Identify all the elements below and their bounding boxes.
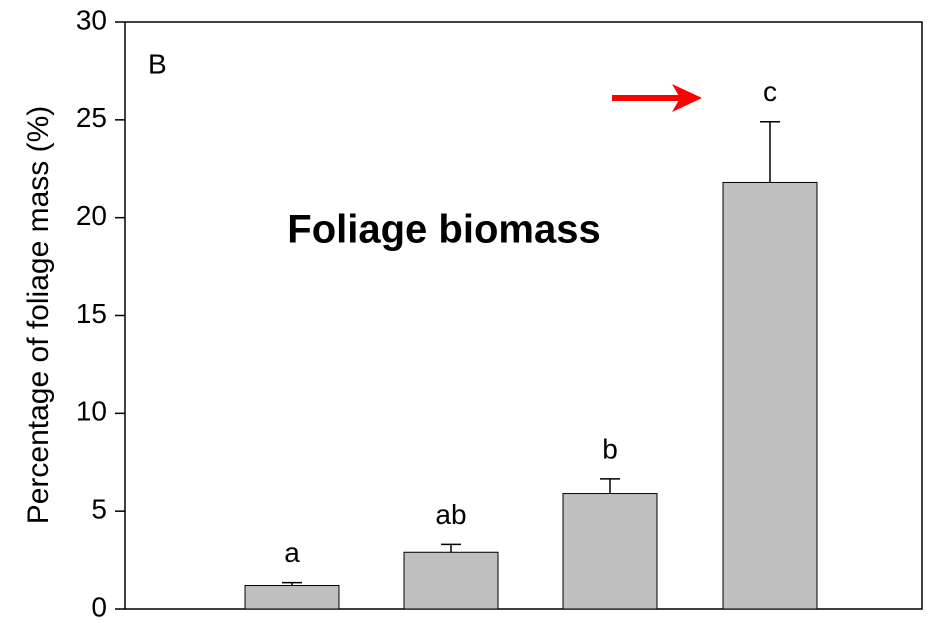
bar (562, 493, 658, 610)
bar (244, 585, 340, 610)
y-tick-label: 0 (91, 591, 107, 622)
y-tick-label: 5 (91, 494, 107, 525)
red-arrow (612, 84, 702, 112)
annotation: Foliage biomass (287, 208, 600, 252)
y-tick-label: 20 (76, 200, 107, 231)
significance-letter: a (284, 537, 300, 568)
bar (722, 181, 818, 610)
y-tick-label: 15 (76, 298, 107, 329)
bar (403, 551, 499, 610)
significance-letter: b (602, 433, 618, 464)
significance-letter: ab (435, 499, 466, 530)
y-axis-label: Percentage of foliage mass (%) (22, 106, 55, 525)
y-tick-label: 30 (76, 4, 107, 35)
significance-letter: c (763, 76, 777, 107)
panel-label: B (148, 48, 167, 79)
y-tick-label: 10 (76, 396, 107, 427)
y-tick-label: 25 (76, 102, 107, 133)
